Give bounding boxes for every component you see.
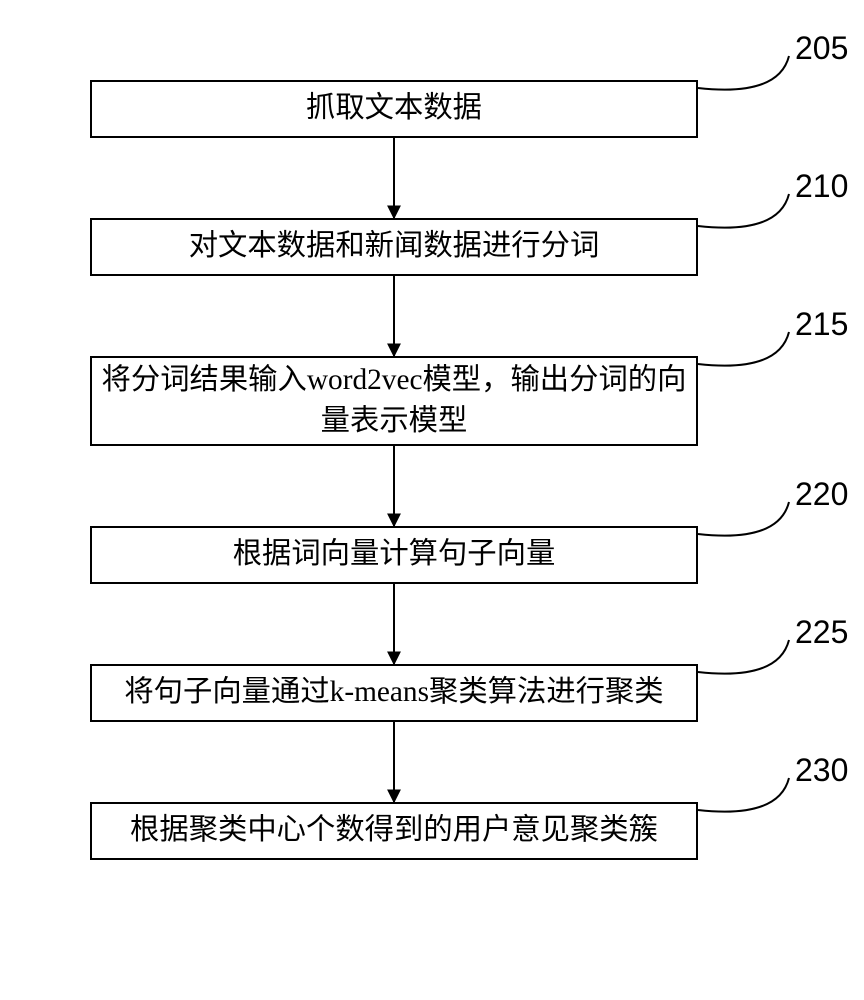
leader-line [698,194,789,228]
step-number-label: 230 [795,752,848,789]
flow-node-text: 根据聚类中心个数得到的用户意见聚类簇 [130,810,658,851]
step-number-label: 205 [795,30,848,67]
leader-line [698,502,789,536]
flow-node-text: 将分词结果输入word2vec模型，输出分词的向量表示模型 [100,360,688,442]
leader-line [698,778,789,812]
flow-node-n220: 根据词向量计算句子向量 [90,526,698,584]
flowchart-canvas: 抓取文本数据对文本数据和新闻数据进行分词将分词结果输入word2vec模型，输出… [0,0,864,1000]
flow-node-n225: 将句子向量通过k-means聚类算法进行聚类 [90,664,698,722]
flow-node-n210: 对文本数据和新闻数据进行分词 [90,218,698,276]
flow-node-text: 将句子向量通过k-means聚类算法进行聚类 [124,672,663,713]
flow-node-n230: 根据聚类中心个数得到的用户意见聚类簇 [90,802,698,860]
leader-line [698,332,789,366]
flow-node-text: 根据词向量计算句子向量 [233,534,556,575]
flow-node-n215: 将分词结果输入word2vec模型，输出分词的向量表示模型 [90,356,698,446]
step-number-label: 225 [795,614,848,651]
flow-node-text: 抓取文本数据 [306,88,482,129]
flow-node-n205: 抓取文本数据 [90,80,698,138]
flow-node-text: 对文本数据和新闻数据进行分词 [189,226,600,267]
leader-line [698,56,789,90]
step-number-label: 215 [795,306,848,343]
step-number-label: 220 [795,476,848,513]
leader-line [698,640,789,674]
step-number-label: 210 [795,168,848,205]
